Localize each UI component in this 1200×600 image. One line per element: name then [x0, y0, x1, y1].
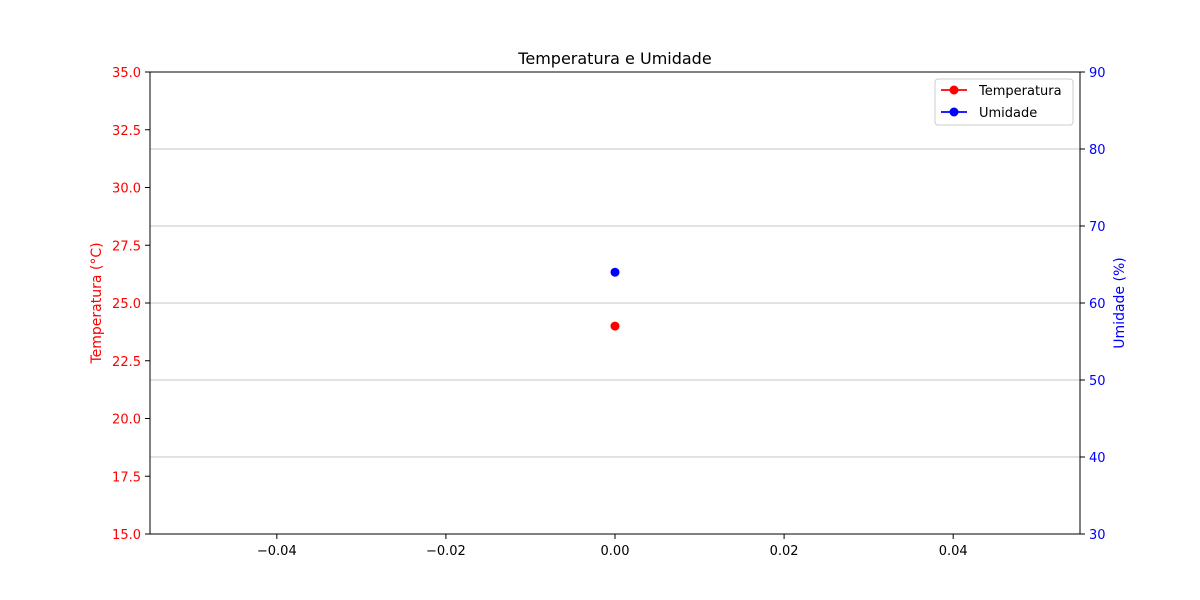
right-tick-label: 80	[1089, 143, 1106, 158]
left-tick-label: 27.5	[112, 239, 141, 254]
right-tick-label: 50	[1089, 374, 1106, 389]
left-tick-label: 30.0	[112, 182, 141, 197]
legend-temperatura-marker	[949, 85, 959, 95]
right-tick-label: 60	[1089, 297, 1106, 312]
x-tick-label: −0.04	[257, 544, 297, 559]
left-tick-label: 32.5	[112, 124, 141, 139]
right-axis-ticks: 30 40 50 60 70 80 90	[1080, 66, 1106, 543]
left-axis-label: Temperatura (°C)	[89, 242, 105, 364]
point-umidade	[610, 267, 620, 277]
point-temperatura	[610, 321, 620, 331]
left-tick-label: 15.0	[112, 528, 141, 543]
legend-umidade-marker	[949, 107, 959, 117]
right-axis-label: Umidade (%)	[1112, 257, 1128, 348]
left-tick-label: 20.0	[112, 413, 141, 428]
grid-lines	[150, 148, 1080, 458]
legend: Temperatura Umidade	[934, 78, 1074, 126]
right-tick-label: 90	[1089, 66, 1106, 81]
left-tick-label: 17.5	[112, 470, 141, 485]
right-tick-label: 40	[1089, 451, 1106, 466]
x-tick-label: 0.02	[770, 544, 799, 559]
legend-umidade-label: Umidade	[979, 106, 1037, 121]
legend-box	[934, 78, 1074, 126]
right-tick-label: 70	[1089, 220, 1106, 235]
left-tick-label: 35.0	[112, 66, 141, 81]
left-axis-ticks: 15.0 17.5 20.0 22.5 25.0 27.5 30.0 32.5 35.0	[112, 66, 150, 543]
x-axis-ticks: −0.04 −0.02 0.00 0.02 0.04	[257, 534, 968, 559]
data-points	[610, 267, 620, 331]
right-tick-label: 30	[1089, 528, 1106, 543]
x-tick-label: 0.00	[601, 544, 630, 559]
x-tick-label: 0.04	[939, 544, 968, 559]
x-tick-label: −0.02	[426, 544, 466, 559]
legend-temperatura-label: Temperatura	[978, 84, 1062, 99]
chart-title: Temperatura e Umidade	[517, 49, 711, 68]
left-tick-label: 22.5	[112, 355, 141, 370]
left-tick-label: 25.0	[112, 297, 141, 312]
